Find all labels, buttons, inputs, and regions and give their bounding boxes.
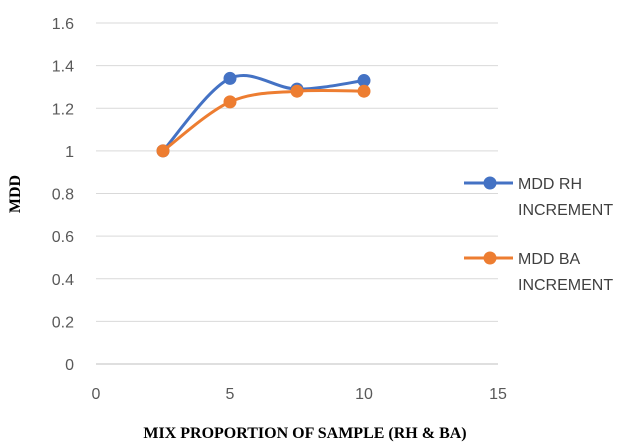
x-axis-title: MIX PROPORTION OF SAMPLE (RH & BA) [143,425,466,442]
legend-label: INCREMENT [518,277,613,294]
data-point [357,84,371,98]
legend-label: MDD BA [518,251,581,268]
legend-swatch-marker [483,251,497,265]
x-tick-label: 15 [489,386,507,403]
y-tick-label: 0 [65,357,74,374]
y-tick-label: 0.8 [52,187,74,204]
y-axis-title: MDD [7,175,24,213]
x-axis-ticks: 0 5 10 15 [92,386,507,403]
data-point [223,71,237,85]
legend: MDD RH INCREMENT MDD BA INCREMENT [464,176,613,294]
legend-swatch-marker [483,176,497,190]
data-point [156,144,170,158]
data-point [357,74,371,88]
y-tick-label: 1.6 [52,16,74,33]
x-tick-label: 0 [92,386,101,403]
y-tick-label: 1.4 [52,59,74,76]
y-tick-label: 1.2 [52,101,74,118]
x-tick-label: 10 [355,386,373,403]
y-tick-label: 0.2 [52,314,74,331]
y-axis-ticks: 0 0.2 0.4 0.6 0.8 1 1.2 1.4 1.6 [52,16,74,374]
gridlines [96,22,498,365]
y-tick-label: 1 [65,144,74,161]
legend-label: INCREMENT [518,202,613,219]
y-tick-label: 0.6 [52,229,74,246]
y-tick-label: 0.4 [52,272,74,289]
series-line-1 [161,74,366,153]
data-point [290,84,304,98]
series-line-2 [161,88,366,153]
data-point [223,95,237,109]
x-tick-label: 5 [226,386,235,403]
legend-label: MDD RH [518,176,582,193]
series-group [156,71,371,158]
